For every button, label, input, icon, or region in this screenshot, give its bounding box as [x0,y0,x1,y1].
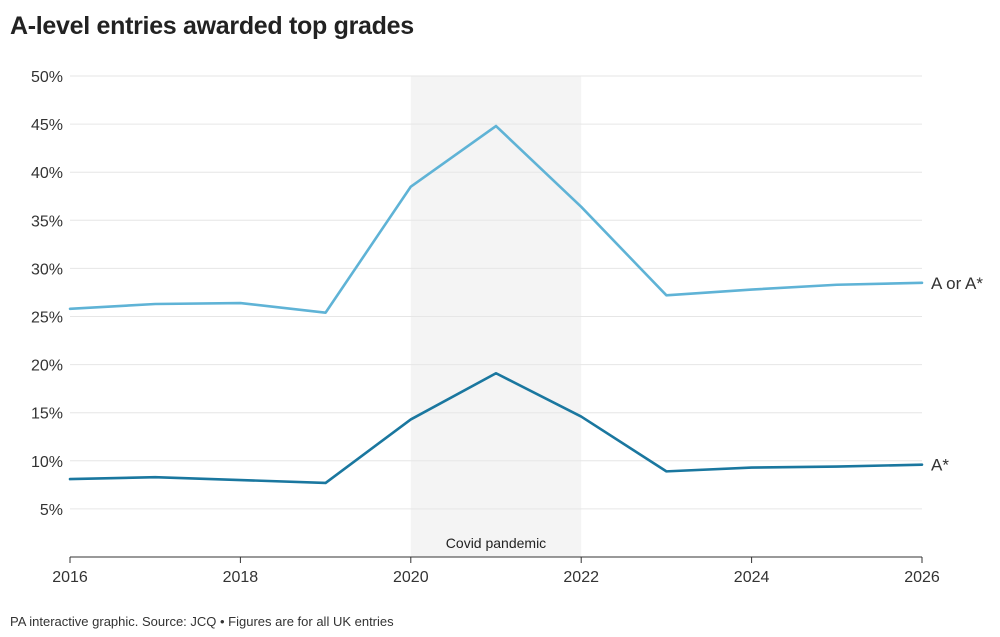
y-tick-label: 15% [31,406,63,423]
source-footer: PA interactive graphic. Source: JCQ • Fi… [10,614,394,629]
y-tick-label: 50% [31,69,63,86]
y-tick-label: 35% [31,213,63,230]
y-tick-label: 25% [31,310,63,327]
x-tick-label: 2016 [52,569,88,586]
series-label-a-or-astar: A or A* [931,274,983,293]
x-tick-label: 2018 [223,569,259,586]
x-tick-label: 2024 [734,569,770,586]
series-line-astar [68,371,924,485]
series-label-astar: A* [931,456,949,475]
y-tick-label: 45% [31,117,63,134]
covid-band-label: Covid pandemic [446,535,546,551]
series-line-a-or-astar [68,124,924,314]
series-lines [68,124,924,485]
axes: 5% 10% 15% 20% 25% 30% 35% 40% 45% 50% 2016 2018 202… [31,69,940,586]
y-tick-label: 10% [31,454,63,471]
labels: Covid pandemic A or A* A* [446,274,984,551]
x-tick-label: 2026 [904,569,940,586]
x-tick-label: 2022 [563,569,599,586]
x-tick-label: 2020 [393,569,429,586]
y-tick-label: 20% [31,358,63,375]
y-tick-label: 5% [40,502,63,519]
gridlines [70,75,922,510]
y-tick-label: 40% [31,165,63,182]
y-tick-label: 30% [31,261,63,278]
chart-title: A-level entries awarded top grades [10,12,414,40]
